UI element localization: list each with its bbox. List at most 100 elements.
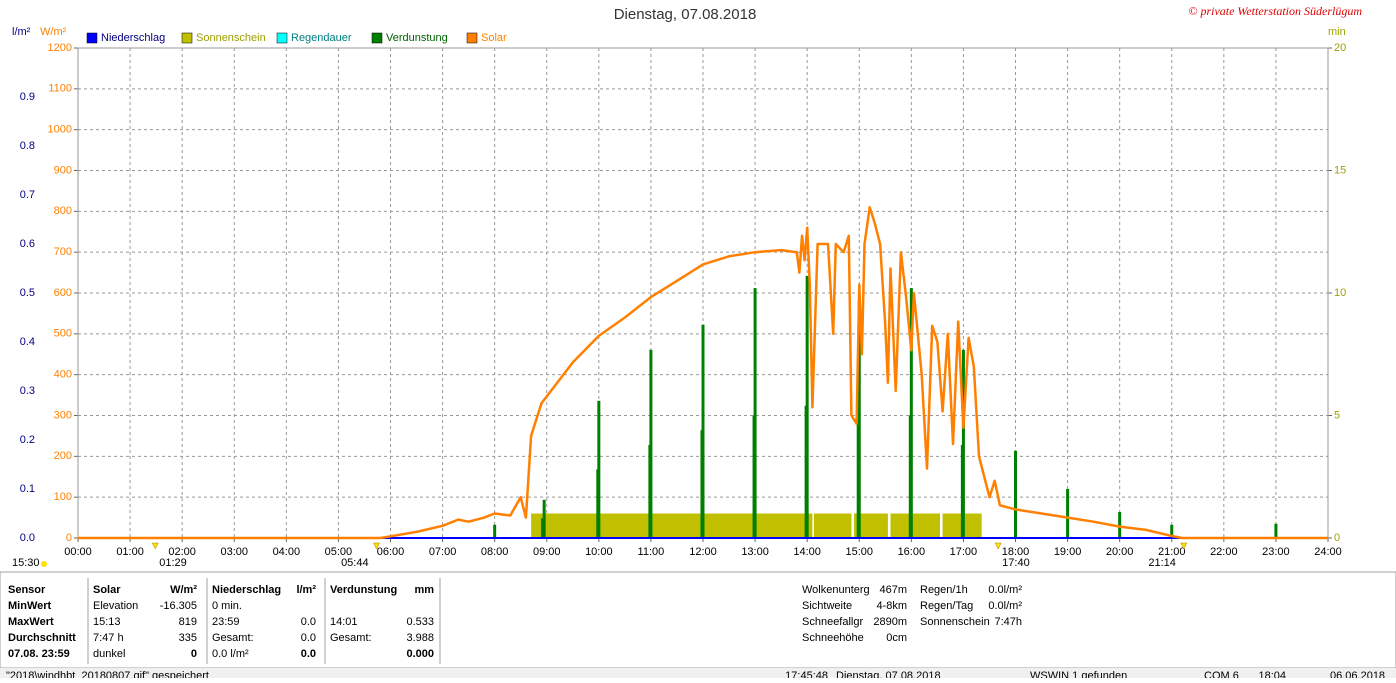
time-marker-label: 17:40 — [1002, 557, 1030, 569]
y2-label: min — [1328, 26, 1346, 38]
time-marker — [994, 542, 1002, 550]
x-tick-label: 02:00 — [168, 546, 196, 558]
x-tick-label: 03:00 — [220, 546, 248, 558]
table-cell: Durchschnitt — [8, 632, 76, 644]
table-cell: Gesamt: — [212, 632, 254, 644]
table-cell: Gesamt: — [330, 632, 372, 644]
legend-swatch — [181, 32, 193, 44]
legend-swatch — [86, 32, 98, 44]
table-cell: Verdunstung — [330, 584, 397, 596]
sunshine-bar — [813, 513, 852, 538]
evaporation-bar — [805, 275, 809, 538]
y2-tick-label: 0 — [1334, 532, 1340, 544]
yw-tick-label: 900 — [54, 164, 72, 176]
yw-tick-label: 200 — [54, 450, 72, 462]
sunshine-bar — [942, 513, 964, 538]
table-cell: 23:59 — [212, 616, 240, 628]
time-marker-label: 05:44 — [341, 557, 369, 569]
yw-tick-label: 600 — [54, 287, 72, 299]
table-cell: Elevation — [93, 600, 138, 612]
x-tick-label: 20:00 — [1106, 546, 1134, 558]
table-cell: 0.000 — [406, 648, 434, 660]
table-cell: 335 — [179, 632, 197, 644]
info-cell: Regen/1h — [920, 584, 968, 596]
sunshine-bar — [964, 513, 982, 538]
evaporation-bar — [1118, 512, 1122, 538]
chart-title: Dienstag, 07.08.2018 — [614, 6, 757, 23]
yw-tick-label: 400 — [54, 369, 72, 381]
table-cell: Niederschlag — [212, 584, 281, 596]
table-cell: 0.0 l/m² — [212, 648, 249, 660]
x-tick-label: 07:00 — [429, 546, 457, 558]
x-tick-label: 04:00 — [273, 546, 301, 558]
y-tick-label: 0.8 — [20, 140, 35, 152]
table-cell: Solar — [93, 584, 121, 596]
table-cell: l/m² — [296, 584, 316, 596]
x-tick-label: 23:00 — [1262, 546, 1290, 558]
x-tick-label: 00:00 — [64, 546, 92, 558]
sunshine-bar — [531, 513, 813, 538]
table-cell: 14:01 — [330, 616, 358, 628]
table-cell: 819 — [179, 616, 197, 628]
time-marker — [373, 542, 380, 550]
info-cell: Sonnenschein — [920, 616, 990, 628]
legend-label: Regendauer — [291, 32, 352, 44]
chart: 00:00 01:00 02:00 03:00 04:00 05:00 06:00 07:00… — [20, 32, 1347, 569]
x-tick-label: 10:00 — [585, 546, 613, 558]
info-cell: 0cm — [886, 632, 907, 644]
evaporation-bar — [909, 288, 913, 538]
x-tick-label: 08:00 — [481, 546, 509, 558]
marker-dot — [41, 561, 47, 567]
x-tick-label: 21:00 — [1158, 546, 1186, 558]
table-cell: MinWert — [8, 600, 52, 612]
y-label: l/m² — [12, 26, 31, 38]
y-tick-label: 0.9 — [20, 91, 35, 103]
x-tick-label: 14:00 — [793, 546, 821, 558]
table-cell: 3.988 — [406, 632, 434, 644]
table-cell: dunkel — [93, 648, 125, 660]
info-cell: 0.0l/m² — [988, 584, 1022, 596]
sunshine-bar — [890, 513, 940, 538]
evaporation-bar — [857, 299, 861, 538]
x-tick-label: 11:00 — [638, 546, 665, 558]
y-tick-label: 0.4 — [20, 336, 35, 348]
table-cell: MaxWert — [8, 616, 54, 628]
evaporation-bar — [541, 518, 545, 538]
info-cell: 2890m — [873, 616, 907, 628]
x-tick-label: 22:00 — [1210, 546, 1238, 558]
evaporation-bar — [649, 349, 653, 538]
evaporation-bar — [1014, 450, 1017, 538]
info-cell: Regen/Tag — [920, 600, 973, 612]
legend-label: Niederschlag — [101, 32, 165, 44]
table-panel — [0, 571, 1396, 669]
series-line — [78, 206, 1328, 540]
y-tick-label: 0.5 — [20, 287, 35, 299]
evaporation-bar — [701, 324, 705, 538]
y-tick-label: 0.1 — [20, 483, 35, 495]
time-marker-label: 01:29 — [159, 557, 187, 569]
table-cell: 0 min. — [212, 600, 242, 612]
x-tick-label: 06:00 — [377, 546, 405, 558]
yw-tick-label: 1200 — [48, 42, 72, 54]
status-text: 06.06.2018 — [1330, 670, 1385, 678]
evaporation-bar — [961, 349, 965, 538]
yw-tick-label: 100 — [54, 491, 72, 503]
yw-tick-label: 0 — [66, 532, 72, 544]
info-cell: 0.0l/m² — [988, 600, 1022, 612]
table-cell: mm — [414, 584, 434, 596]
table-cell: 0.0 — [301, 632, 316, 644]
evaporation-bar — [753, 288, 757, 538]
info-cell: 7:47h — [994, 616, 1022, 628]
legend-swatch — [371, 32, 383, 44]
info-cell: 4-8km — [876, 600, 907, 612]
x-tick-label: 01:00 — [116, 546, 144, 558]
y-tick-label: 0.2 — [20, 434, 35, 446]
info-cell: Wolkenunterg — [802, 584, 870, 596]
status-text: 17:45:48 — [785, 670, 828, 678]
x-tick-label: 18:00 — [1002, 546, 1030, 558]
y-tick-label: 0.6 — [20, 238, 35, 250]
x-tick-label: 15:00 — [845, 546, 873, 558]
yw-tick-label: 1100 — [48, 83, 72, 95]
evaporation-bar — [542, 499, 546, 538]
